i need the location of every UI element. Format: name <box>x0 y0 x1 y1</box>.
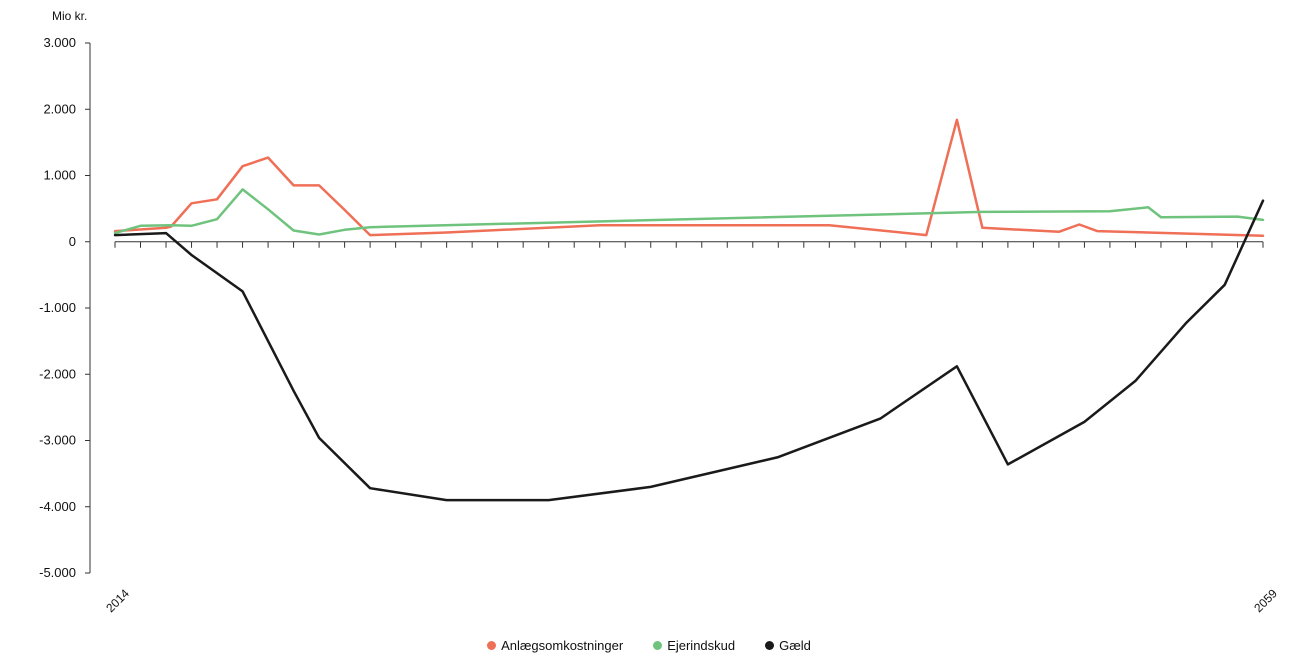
legend-label-ejerindskud: Ejerindskud <box>667 638 736 653</box>
legend-label-gaeld: Gæld <box>779 638 811 653</box>
y-tick-label: 2.000 <box>43 101 76 116</box>
series-line-0 <box>113 118 1265 238</box>
legend: Anlægsomkostninger Ejerindskud Gæld <box>0 638 1298 653</box>
series-line-2 <box>113 199 1265 502</box>
y-tick-label: -4.000 <box>39 499 76 514</box>
legend-dot-ejerindskud <box>653 641 663 650</box>
legend-item-ejerindskud[interactable]: Ejerindskud <box>653 638 735 653</box>
y-axis-unit-label: Mio kr. <box>52 9 87 23</box>
legend-label-anlaegsomkostninger: Anlægsomkostninger <box>501 638 624 653</box>
series-line-1 <box>113 188 1265 236</box>
y-tick-label: 1.000 <box>43 168 76 183</box>
series-layer <box>113 118 1265 502</box>
y-tick-label: -1.000 <box>39 300 76 315</box>
legend-item-anlaegsomkostninger[interactable]: Anlægsomkostninger <box>487 638 623 653</box>
x-tick-label: 2059 <box>1251 586 1280 615</box>
legend-item-gaeld[interactable]: Gæld <box>765 638 811 653</box>
x-axis: 2014 2059 <box>103 241 1280 615</box>
y-tick-label: 3.000 <box>43 35 76 50</box>
y-tick-label: -2.000 <box>39 366 76 381</box>
legend-dot-gaeld <box>765 641 775 650</box>
y-axis: 3.000 2.000 1.000 0 -1.000 -2.000 -3.000 -4.000… <box>39 35 91 580</box>
legend-dot-anlaegsomkostninger <box>487 641 497 650</box>
x-tick-label: 2014 <box>103 586 132 615</box>
y-tick-label: -3.000 <box>39 433 76 448</box>
y-tick-label: 0 <box>69 234 76 249</box>
y-tick-label: -5.000 <box>39 565 76 580</box>
